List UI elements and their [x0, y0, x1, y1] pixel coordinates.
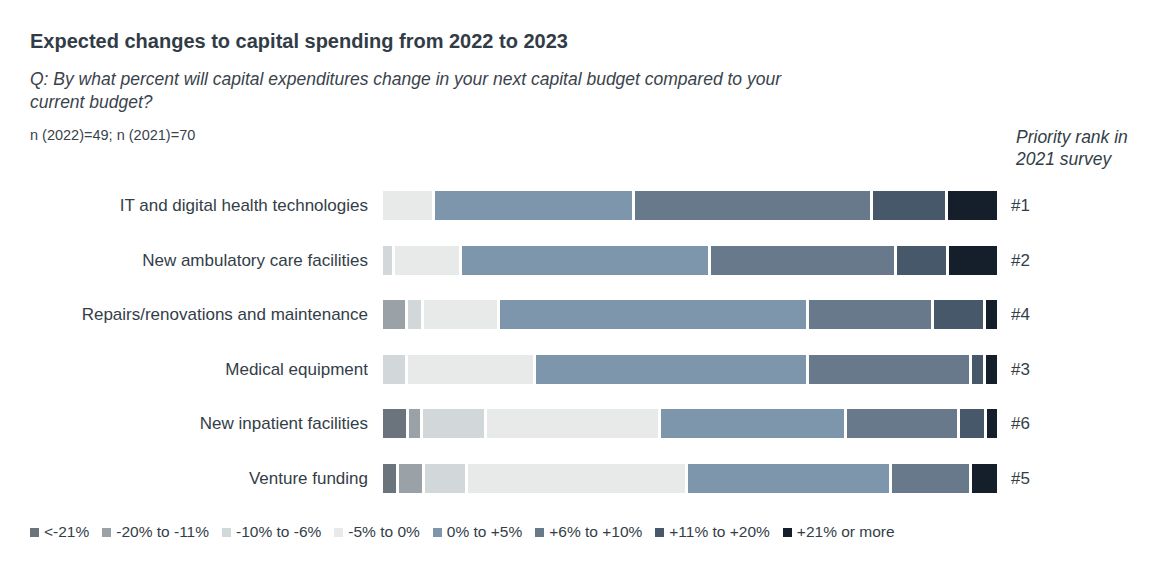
- bar-segment: [809, 355, 970, 384]
- bar-segment: [847, 409, 957, 438]
- bar-segment: [661, 409, 844, 438]
- legend-item: -5% to 0%: [334, 523, 420, 541]
- row-label: New ambulatory care facilities: [0, 246, 368, 275]
- bar-track: [383, 191, 997, 220]
- row-label: Medical equipment: [0, 355, 368, 384]
- legend-swatch-icon: [655, 528, 664, 537]
- bar-segment: [986, 355, 997, 384]
- legend-swatch-icon: [433, 528, 442, 537]
- bar-track: [383, 409, 997, 438]
- bar-segment: [383, 246, 392, 275]
- legend-label: +21% or more: [797, 523, 895, 541]
- bar-segment: [425, 464, 464, 493]
- legend-label: -20% to -11%: [116, 523, 209, 541]
- legend-swatch-icon: [102, 528, 111, 537]
- bar-segment: [711, 246, 894, 275]
- bar-segment: [635, 191, 870, 220]
- legend-swatch-icon: [30, 528, 39, 537]
- bar-segment: [462, 246, 708, 275]
- chart-row: Repairs/renovations and maintenance #4: [0, 300, 1152, 329]
- bar-segment: [934, 300, 983, 329]
- chart-row: New ambulatory care facilities #2: [0, 246, 1152, 275]
- chart-row: IT and digital health technologies #1: [0, 191, 1152, 220]
- bar-segment: [809, 300, 931, 329]
- row-label: IT and digital health technologies: [0, 191, 368, 220]
- chart-row: Medical equipment #3: [0, 355, 1152, 384]
- bar-segment: [972, 355, 983, 384]
- legend-item: 0% to +5%: [433, 523, 522, 541]
- rank-label: #6: [1011, 409, 1030, 438]
- bar-segment: [383, 300, 405, 329]
- legend-label: +6% to +10%: [549, 523, 642, 541]
- row-label: New inpatient facilities: [0, 409, 368, 438]
- legend-item: <-21%: [30, 523, 89, 541]
- bar-segment: [408, 355, 533, 384]
- bar-segment: [487, 409, 657, 438]
- bar-segment: [424, 300, 497, 329]
- bar-segment: [383, 464, 396, 493]
- bar-segment: [468, 464, 685, 493]
- bar-segment: [409, 409, 420, 438]
- bar-segment: [986, 300, 997, 329]
- report-slide: Expected changes to capital spending fro…: [0, 0, 1152, 580]
- row-label: Venture funding: [0, 464, 368, 493]
- bar-track: [383, 246, 997, 275]
- survey-question: Q: By what percent will capital expendit…: [30, 68, 781, 114]
- stacked-bar-chart: IT and digital health technologies #1 New …: [0, 191, 1152, 493]
- bar-track: [383, 464, 997, 493]
- legend-label: <-21%: [44, 523, 89, 541]
- legend-label: +11% to +20%: [669, 523, 770, 541]
- rank-label: #4: [1011, 300, 1030, 329]
- bar-segment: [892, 464, 969, 493]
- legend-label: -10% to -6%: [236, 523, 321, 541]
- bar-segment: [897, 246, 946, 275]
- legend-item: +11% to +20%: [655, 523, 770, 541]
- bar-segment: [960, 409, 984, 438]
- bar-segment: [688, 464, 889, 493]
- bar-track: [383, 300, 997, 329]
- bar-segment: [972, 464, 997, 493]
- legend-item: +21% or more: [783, 523, 895, 541]
- bar-segment: [873, 191, 945, 220]
- page-title: Expected changes to capital spending fro…: [30, 30, 568, 53]
- bar-segment: [408, 300, 421, 329]
- priority-rank-header: Priority rank in 2021 survey: [1016, 126, 1152, 170]
- bar-segment: [949, 246, 997, 275]
- chart-legend: <-21% -20% to -11% -10% to -6% -5% to 0% 0% …: [30, 523, 895, 541]
- chart-row: Venture funding #5: [0, 464, 1152, 493]
- legend-swatch-icon: [535, 528, 544, 537]
- bar-segment: [383, 191, 432, 220]
- bar-segment: [500, 300, 806, 329]
- rank-label: #1: [1011, 191, 1030, 220]
- sample-size-note: n (2022)=49; n (2021)=70: [30, 127, 195, 143]
- bar-segment: [383, 355, 405, 384]
- bar-segment: [423, 409, 484, 438]
- bar-segment: [395, 246, 459, 275]
- legend-item: +6% to +10%: [535, 523, 642, 541]
- legend-label: 0% to +5%: [447, 523, 522, 541]
- rank-label: #5: [1011, 464, 1030, 493]
- bar-segment: [435, 191, 632, 220]
- chart-row: New inpatient facilities #6: [0, 409, 1152, 438]
- rank-label: #2: [1011, 246, 1030, 275]
- legend-swatch-icon: [783, 528, 792, 537]
- legend-swatch-icon: [222, 528, 231, 537]
- legend-item: -20% to -11%: [102, 523, 209, 541]
- bar-segment: [948, 191, 997, 220]
- legend-item: -10% to -6%: [222, 523, 321, 541]
- legend-label: -5% to 0%: [348, 523, 420, 541]
- rank-label: #3: [1011, 355, 1030, 384]
- legend-swatch-icon: [334, 528, 343, 537]
- row-label: Repairs/renovations and maintenance: [0, 300, 368, 329]
- bar-segment: [383, 409, 406, 438]
- bar-segment: [987, 409, 997, 438]
- bar-track: [383, 355, 997, 384]
- bar-segment: [536, 355, 806, 384]
- bar-segment: [399, 464, 423, 493]
